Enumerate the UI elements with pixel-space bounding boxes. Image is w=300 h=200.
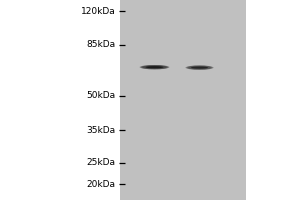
Ellipse shape xyxy=(143,65,166,69)
Text: 25kDa: 25kDa xyxy=(86,158,116,167)
Ellipse shape xyxy=(186,66,213,70)
Ellipse shape xyxy=(140,65,169,69)
Text: 85kDa: 85kDa xyxy=(86,40,116,49)
Ellipse shape xyxy=(186,65,213,70)
Ellipse shape xyxy=(142,65,167,69)
Ellipse shape xyxy=(146,66,164,68)
Ellipse shape xyxy=(185,65,214,70)
Ellipse shape xyxy=(141,65,168,69)
Ellipse shape xyxy=(188,66,211,70)
Ellipse shape xyxy=(188,66,212,70)
Ellipse shape xyxy=(187,66,212,70)
Text: 20kDa: 20kDa xyxy=(86,180,116,189)
Ellipse shape xyxy=(191,67,208,69)
Text: 120kDa: 120kDa xyxy=(81,7,116,16)
Text: 35kDa: 35kDa xyxy=(86,126,116,135)
Text: 50kDa: 50kDa xyxy=(86,91,116,100)
Ellipse shape xyxy=(140,65,169,69)
Bar xyxy=(120,0,246,200)
Ellipse shape xyxy=(141,65,168,69)
Ellipse shape xyxy=(142,65,167,69)
